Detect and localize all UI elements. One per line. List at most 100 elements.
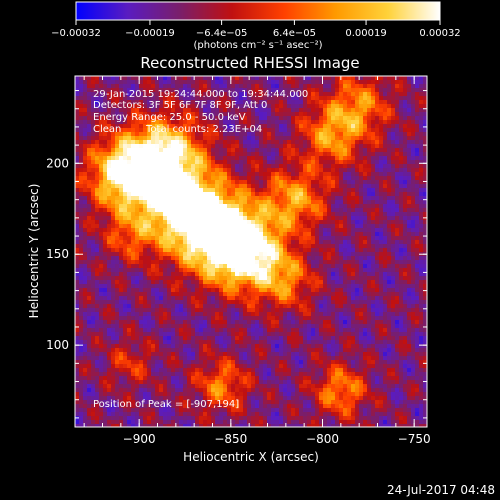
heatmap-cell: [251, 236, 255, 240]
heatmap-cell: [119, 284, 123, 288]
heatmap-cell: [419, 212, 423, 216]
heatmap-cell: [255, 300, 259, 304]
heatmap-cell: [103, 216, 107, 220]
heatmap-cell: [387, 104, 391, 108]
heatmap-cell: [91, 136, 95, 140]
heatmap-cell: [183, 148, 187, 152]
heatmap-cell: [255, 80, 259, 84]
heatmap-cell: [311, 232, 315, 236]
heatmap-cell: [383, 108, 387, 112]
heatmap-cell: [175, 168, 179, 172]
heatmap-cell: [331, 156, 335, 160]
heatmap-cell: [199, 224, 203, 228]
heatmap-cell: [371, 280, 375, 284]
heatmap-cell: [127, 148, 131, 152]
heatmap-cell: [227, 280, 231, 284]
heatmap-cell: [227, 184, 231, 188]
heatmap-cell: [83, 284, 87, 288]
heatmap-cell: [379, 124, 383, 128]
heatmap-cell: [175, 244, 179, 248]
heatmap-cell: [395, 240, 399, 244]
heatmap-cell: [191, 272, 195, 276]
heatmap-cell: [159, 148, 163, 152]
heatmap-cell: [367, 144, 371, 148]
heatmap-cell: [231, 264, 235, 268]
heatmap-cell: [375, 140, 379, 144]
heatmap-cell: [275, 272, 279, 276]
heatmap-cell: [363, 160, 367, 164]
heatmap-cell: [259, 280, 263, 284]
heatmap-cell: [331, 148, 335, 152]
heatmap-cell: [303, 124, 307, 128]
heatmap-cell: [223, 132, 227, 136]
heatmap-cell: [395, 76, 399, 80]
heatmap-cell: [395, 112, 399, 116]
heatmap-cell: [331, 224, 335, 228]
heatmap-cell: [143, 92, 147, 96]
heatmap-cell: [299, 184, 303, 188]
heatmap-cell: [267, 268, 271, 272]
heatmap-cell: [419, 228, 423, 232]
heatmap-cell: [267, 136, 271, 140]
heatmap-cell: [171, 84, 175, 88]
heatmap-cell: [183, 236, 187, 240]
heatmap-cell: [239, 228, 243, 232]
heatmap-cell: [187, 240, 191, 244]
heatmap-cell: [239, 240, 243, 244]
heatmap-cell: [203, 232, 207, 236]
heatmap-cell: [215, 264, 219, 268]
heatmap-cell: [143, 124, 147, 128]
heatmap-cell: [139, 212, 143, 216]
heatmap-cell: [179, 268, 183, 272]
heatmap-cell: [371, 204, 375, 208]
heatmap-cell: [275, 204, 279, 208]
heatmap-cell: [139, 96, 143, 100]
heatmap-cell: [283, 176, 287, 180]
heatmap-cell: [191, 168, 195, 172]
heatmap-cell: [363, 132, 367, 136]
heatmap-cell: [319, 268, 323, 272]
heatmap-cell: [227, 96, 231, 100]
heatmap-cell: [311, 272, 315, 276]
heatmap-cell: [99, 136, 103, 140]
heatmap-cell: [359, 96, 363, 100]
heatmap-cell: [379, 184, 383, 188]
heatmap-cell: [387, 108, 391, 112]
heatmap-cell: [375, 120, 379, 124]
heatmap-cell: [375, 156, 379, 160]
heatmap-cell: [279, 120, 283, 124]
heatmap-cell: [303, 244, 307, 248]
heatmap-cell: [371, 108, 375, 112]
heatmap-cell: [167, 144, 171, 148]
heatmap-cell: [299, 96, 303, 100]
heatmap-cell: [227, 164, 231, 168]
heatmap-cell: [311, 176, 315, 180]
heatmap-cell: [359, 100, 363, 104]
heatmap-cell: [87, 252, 91, 256]
heatmap-cell: [211, 132, 215, 136]
heatmap-cell: [143, 224, 147, 228]
heatmap-cell: [371, 160, 375, 164]
heatmap-cell: [239, 128, 243, 132]
heatmap-cell: [191, 164, 195, 168]
heatmap-cell: [423, 188, 427, 192]
heatmap-cell: [415, 124, 419, 128]
heatmap-cell: [391, 224, 395, 228]
heatmap-cell: [95, 248, 99, 252]
heatmap-cell: [123, 168, 127, 172]
heatmap-cell: [107, 108, 111, 112]
heatmap-cell: [311, 112, 315, 116]
heatmap-cell: [403, 296, 407, 300]
heatmap-cell: [263, 228, 267, 232]
heatmap-cell: [115, 288, 119, 292]
heatmap-cell: [279, 84, 283, 88]
heatmap-cell: [167, 272, 171, 276]
heatmap-cell: [259, 292, 263, 296]
heatmap-cell: [147, 112, 151, 116]
heatmap-cell: [191, 212, 195, 216]
heatmap-cell: [103, 88, 107, 92]
heatmap-cell: [91, 132, 95, 136]
heatmap-cell: [127, 112, 131, 116]
heatmap-cell: [187, 204, 191, 208]
heatmap-cell: [231, 248, 235, 252]
